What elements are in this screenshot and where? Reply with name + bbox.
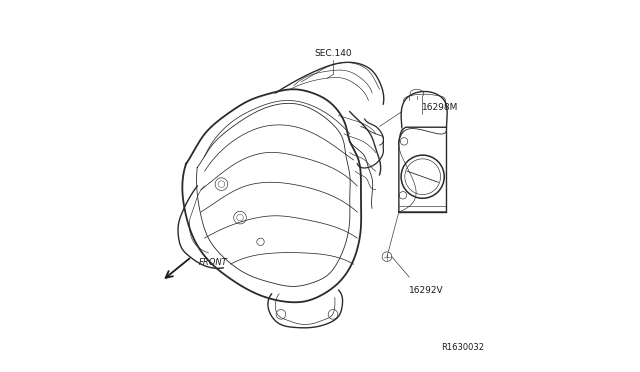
Text: FRONT: FRONT (199, 258, 228, 267)
Text: 16298M: 16298M (422, 103, 459, 112)
Text: SEC.140: SEC.140 (314, 49, 352, 58)
Text: 16292V: 16292V (410, 286, 444, 295)
Text: R1630032: R1630032 (441, 343, 484, 352)
